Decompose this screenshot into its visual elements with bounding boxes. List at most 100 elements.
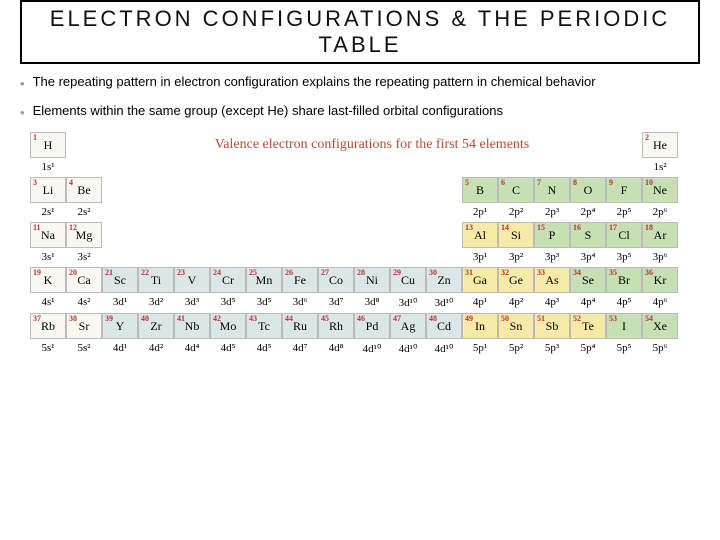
electron-config	[210, 159, 246, 177]
electron-config: 3p⁵	[606, 249, 642, 267]
element-symbol: Ca	[77, 267, 90, 293]
element-symbol: Pd	[366, 313, 379, 339]
element-cell: 46Pd	[354, 313, 390, 339]
element-symbol: He	[653, 132, 667, 158]
electron-config: 3d¹	[102, 294, 138, 313]
atomic-number: 30	[429, 269, 437, 277]
element-cell: 15P	[534, 222, 570, 248]
element-cell: 1H	[30, 132, 66, 158]
electron-config: 3p⁴	[570, 249, 606, 267]
electron-config: 5p⁶	[642, 340, 678, 359]
element-symbol: Mo	[220, 313, 237, 339]
element-symbol: V	[188, 267, 197, 293]
electron-config: 4s²	[66, 294, 102, 313]
electron-config	[570, 159, 606, 177]
atomic-number: 1	[33, 134, 37, 142]
element-symbol: Zn	[437, 267, 450, 293]
element-symbol: Li	[43, 177, 54, 203]
element-cell: 41Nb	[174, 313, 210, 339]
element-cell: 3Li	[30, 177, 66, 203]
electron-config	[138, 249, 174, 267]
atomic-number: 34	[573, 269, 581, 277]
electron-config	[174, 159, 210, 177]
atomic-number: 12	[69, 224, 77, 232]
atomic-number: 15	[537, 224, 545, 232]
electron-config	[462, 159, 498, 177]
electron-config	[66, 159, 102, 177]
element-cell: 6C	[498, 177, 534, 203]
atomic-number: 9	[609, 179, 613, 187]
electron-config	[102, 204, 138, 222]
electron-config: 4d¹⁰	[426, 340, 462, 359]
element-symbol: As	[545, 267, 558, 293]
element-cell: 22Ti	[138, 267, 174, 293]
config-row: 2s¹2s²2p¹2p²2p³2p⁴2p⁵2p⁶	[30, 204, 690, 222]
atomic-number: 18	[645, 224, 653, 232]
electron-config: 4p⁵	[606, 294, 642, 313]
electron-config	[606, 159, 642, 177]
electron-config	[102, 249, 138, 267]
element-cell: 27Co	[318, 267, 354, 293]
element-symbol: Mn	[256, 267, 273, 293]
atomic-number: 7	[537, 179, 541, 187]
config-row: 4s¹4s²3d¹3d²3d³3d⁵3d⁵3d⁶3d⁷3d⁸3d¹⁰3d¹⁰4p…	[30, 294, 690, 313]
electron-config	[102, 159, 138, 177]
electron-config: 5p³	[534, 340, 570, 359]
element-symbol: Kr	[654, 267, 667, 293]
element-row: 11Na12Mg13Al14Si15P16S17Cl18Ar	[30, 222, 690, 248]
element-cell: 7N	[534, 177, 570, 203]
electron-config	[174, 204, 210, 222]
element-cell: 5B	[462, 177, 498, 203]
element-cell: 33As	[534, 267, 570, 293]
element-symbol: Fe	[294, 267, 306, 293]
element-cell: 39Y	[102, 313, 138, 339]
electron-config: 2p¹	[462, 204, 498, 222]
electron-config: 3s¹	[30, 249, 66, 267]
element-cell: 45Rh	[318, 313, 354, 339]
element-symbol: Rh	[329, 313, 343, 339]
atomic-number: 5	[465, 179, 469, 187]
bullet-2-text: Elements within the same group (except H…	[33, 103, 503, 120]
electron-config: 4p⁴	[570, 294, 606, 313]
element-symbol: Ti	[151, 267, 161, 293]
element-cell: 32Ge	[498, 267, 534, 293]
atomic-number: 46	[357, 315, 365, 323]
electron-config	[210, 204, 246, 222]
atomic-number: 13	[465, 224, 473, 232]
element-cell: 49In	[462, 313, 498, 339]
electron-config	[390, 204, 426, 222]
atomic-number: 31	[465, 269, 473, 277]
element-cell: 42Mo	[210, 313, 246, 339]
element-symbol: S	[585, 222, 592, 248]
atomic-number: 43	[249, 315, 257, 323]
atomic-number: 23	[177, 269, 185, 277]
electron-config	[426, 249, 462, 267]
electron-config: 3d⁸	[354, 294, 390, 313]
element-symbol: B	[476, 177, 484, 203]
element-symbol: Nb	[185, 313, 200, 339]
element-cell: 31Ga	[462, 267, 498, 293]
atomic-number: 37	[33, 315, 41, 323]
atomic-number: 4	[69, 179, 73, 187]
electron-config: 4d⁸	[318, 340, 354, 359]
element-cell: 23V	[174, 267, 210, 293]
element-cell: 52Te	[570, 313, 606, 339]
electron-config: 2p²	[498, 204, 534, 222]
atomic-number: 47	[393, 315, 401, 323]
element-cell: 16S	[570, 222, 606, 248]
electron-config: 3d¹⁰	[390, 294, 426, 313]
element-cell: 26Fe	[282, 267, 318, 293]
electron-config: 4p⁶	[642, 294, 678, 313]
element-cell: 4Be	[66, 177, 102, 203]
electron-config: 5p⁵	[606, 340, 642, 359]
electron-config: 5s²	[66, 340, 102, 359]
atomic-number: 8	[573, 179, 577, 187]
element-symbol: Te	[582, 313, 594, 339]
bullet-1-text: The repeating pattern in electron config…	[33, 74, 596, 91]
electron-config	[138, 159, 174, 177]
element-symbol: Mg	[76, 222, 93, 248]
element-row: 37Rb38Sr39Y40Zr41Nb42Mo43Tc44Ru45Rh46Pd4…	[30, 313, 690, 339]
element-cell: 21Sc	[102, 267, 138, 293]
electron-config	[138, 204, 174, 222]
atomic-number: 6	[501, 179, 505, 187]
